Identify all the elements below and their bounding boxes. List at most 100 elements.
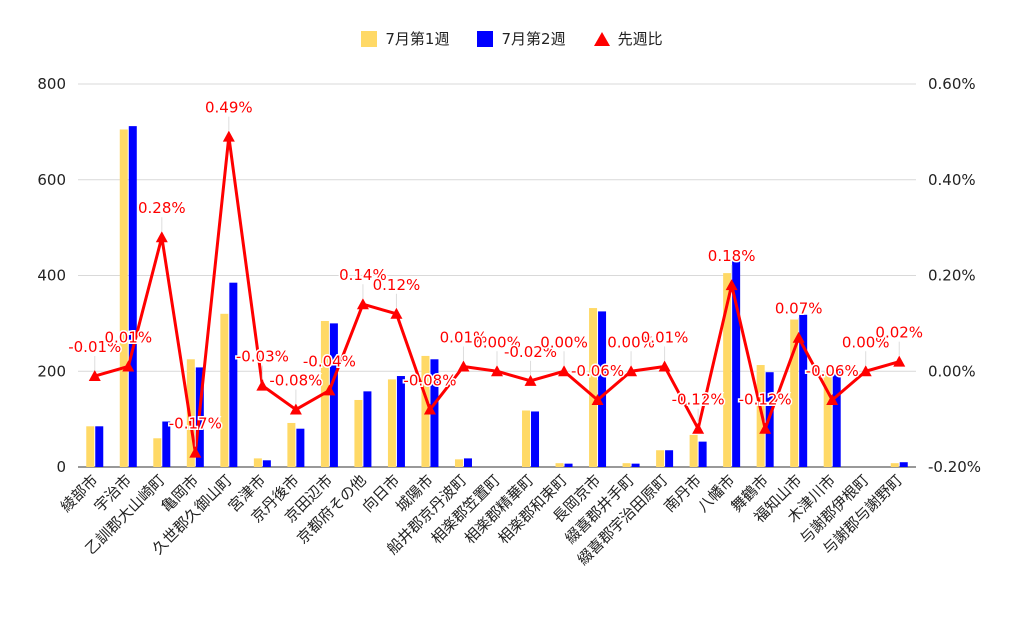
ratio-data-label: 0.01% [440, 328, 488, 346]
legend: 7月第1週 7月第2週 先週比 [0, 28, 1024, 49]
bar-week1 [86, 426, 95, 467]
ratio-data-label: -0.03% [236, 348, 289, 366]
ratio-marker [692, 422, 705, 434]
ratio-data-label: -0.06% [806, 362, 859, 380]
bar-week2 [396, 376, 405, 467]
ratio-marker [189, 446, 202, 458]
legend-triangle-icon [593, 31, 610, 46]
ratio-data-label: -0.02% [504, 343, 557, 361]
ratio-marker [256, 379, 269, 391]
bar-week1 [186, 359, 195, 467]
bar-week1 [555, 463, 564, 467]
right-axis-tick-label: 0.20% [928, 267, 976, 285]
ratio-data-label: -0.17% [169, 415, 222, 433]
ratio-marker [289, 403, 302, 415]
bar-week2 [229, 282, 238, 467]
ratio-data-label: 0.00% [540, 333, 588, 351]
right-axis-tick-label: -0.20% [928, 458, 981, 476]
ratio-marker [155, 231, 168, 243]
ratio-data-label: 0.12% [373, 276, 421, 294]
bar-week1 [119, 129, 128, 467]
bar-week2 [531, 411, 540, 467]
bar-week1 [454, 459, 463, 467]
ratio-data-label: 0.00% [607, 333, 655, 351]
ratio-marker [524, 374, 537, 386]
bar-week1 [153, 438, 162, 467]
ratio-data-label: 0.01% [641, 328, 689, 346]
ratio-marker [457, 360, 470, 372]
bar-week2 [698, 441, 707, 467]
bar-week1 [622, 463, 631, 467]
category-label: 南丹市 [660, 471, 705, 516]
ratio-marker [323, 384, 336, 396]
ratio-marker [356, 298, 369, 310]
legend-item-week1: 7月第1週 [361, 28, 449, 49]
ratio-data-label: -0.12% [672, 391, 725, 409]
legend-label-ratio: 先週比 [617, 30, 663, 48]
bar-week1 [522, 410, 531, 467]
ratio-data-label: -0.06% [571, 362, 624, 380]
ratio-marker [222, 130, 235, 142]
bar-week1 [689, 434, 698, 467]
legend-label-week1: 7月第1週 [385, 30, 450, 48]
category-label: 綾部市 [57, 471, 102, 516]
bar-week1 [387, 379, 396, 467]
bar-week2 [162, 421, 171, 467]
bar-week1 [253, 458, 262, 467]
bar-week2 [564, 463, 573, 467]
bar-week1 [823, 372, 832, 467]
ratio-marker [725, 279, 738, 291]
bar-week1 [589, 308, 598, 467]
ratio-marker [826, 393, 839, 405]
bar-week1 [790, 319, 799, 467]
ratio-data-label: -0.12% [739, 391, 792, 409]
ratio-data-label: 0.18% [708, 247, 756, 265]
ratio-data-label: 0.01% [104, 328, 152, 346]
left-axis-tick-label: 600 [37, 171, 66, 189]
bar-week2 [262, 460, 271, 467]
ratio-marker [792, 331, 805, 343]
left-axis-tick-label: 800 [37, 75, 66, 93]
legend-label-week2: 7月第2週 [501, 30, 566, 48]
bar-week2 [899, 462, 908, 467]
legend-swatch-week2 [477, 30, 494, 47]
ratio-data-label: 0.14% [339, 266, 387, 284]
ratio-marker [88, 370, 101, 382]
ratio-data-label: 0.00% [473, 333, 521, 351]
ratio-marker [591, 393, 604, 405]
ratio-marker [859, 365, 872, 377]
bar-week2 [832, 371, 841, 467]
category-label: 向日市 [359, 471, 404, 516]
bar-week1 [723, 273, 732, 467]
ratio-data-label: 0.49% [205, 99, 253, 117]
right-axis-tick-label: 0.60% [928, 75, 976, 93]
legend-item-ratio: 先週比 [593, 28, 663, 49]
bar-week2 [732, 261, 741, 467]
legend-swatch-week1 [361, 30, 378, 47]
ratio-marker [122, 360, 135, 372]
ratio-data-label: 0.02% [875, 324, 923, 342]
bar-week1 [287, 422, 296, 467]
ratio-data-label: 0.28% [138, 199, 186, 217]
bar-week1 [656, 450, 665, 467]
ratio-marker [893, 355, 906, 367]
bar-week2 [463, 458, 472, 467]
ratio-marker [558, 365, 571, 377]
left-axis-tick-label: 200 [37, 362, 66, 380]
left-axis-tick-label: 0 [56, 458, 66, 476]
left-axis-tick-label: 400 [37, 267, 66, 285]
right-axis-tick-label: 0.40% [928, 171, 976, 189]
ratio-marker [658, 360, 671, 372]
ratio-marker [390, 307, 403, 319]
ratio-data-label: 0.07% [775, 300, 823, 318]
bar-week2 [665, 450, 674, 467]
category-label: 八幡市 [694, 471, 739, 516]
bar-week2 [95, 426, 104, 467]
ratio-marker [491, 365, 503, 377]
bar-week2 [598, 311, 607, 467]
bar-week2 [128, 126, 137, 467]
legend-item-week2: 7月第2週 [477, 28, 566, 49]
ratio-data-label: -0.04% [303, 352, 356, 370]
